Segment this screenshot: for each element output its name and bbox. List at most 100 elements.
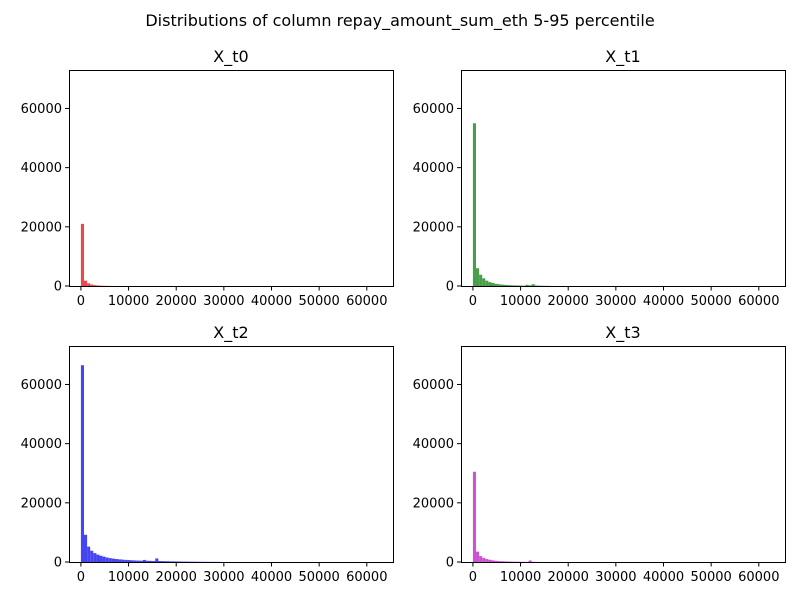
histogram-bar (84, 280, 88, 286)
x-tick-label: 50000 (690, 570, 731, 585)
histogram-bar (528, 285, 532, 286)
histogram-bar (93, 553, 97, 562)
axes-frame (461, 70, 786, 287)
x-tick-label: 10000 (500, 294, 541, 309)
histogram-bar (482, 557, 486, 562)
y-tick-label: 20000 (413, 220, 454, 235)
axes-frame (69, 70, 394, 287)
x-tick-label: 60000 (738, 294, 779, 309)
y-tick-label: 0 (54, 280, 62, 295)
x-tick-label: 60000 (346, 570, 387, 585)
histogram-bar (510, 285, 514, 286)
y-tick-label: 40000 (413, 437, 454, 452)
histogram-bar (136, 560, 140, 562)
histogram-bar (488, 559, 492, 562)
x-tick-label: 20000 (156, 294, 197, 309)
histogram-bar (503, 284, 507, 286)
x-tick-label: 10000 (500, 570, 541, 585)
histogram-bar (93, 285, 97, 286)
histogram-bar (90, 284, 94, 286)
y-tick-label: 60000 (21, 378, 62, 393)
histogram-bar (482, 278, 486, 286)
x-tick-label: 50000 (298, 294, 339, 309)
histogram-bar (80, 223, 85, 286)
subplot-title: X_t1 (605, 47, 640, 67)
histogram-bar (479, 274, 483, 286)
histogram-bar (506, 285, 511, 286)
axes-frame (69, 346, 394, 563)
histogram-bar (472, 471, 477, 562)
subplot-0: X_t0 0 10000 20000 30000 40000 50000 60000 0 2000… (21, 47, 394, 309)
x-tick-label: 40000 (251, 294, 292, 309)
y-tick-label: 20000 (413, 496, 454, 511)
histogram-bar (476, 551, 480, 562)
histogram-bar (130, 560, 134, 562)
histogram-bar (476, 268, 480, 286)
x-tick-label: 50000 (690, 294, 731, 309)
histogram-bar (108, 558, 112, 562)
x-tick-label: 0 (469, 294, 477, 309)
histogram-bar (534, 285, 538, 286)
histogram-bar (170, 561, 174, 562)
histogram-bar (158, 561, 162, 562)
histogram-bar (164, 561, 168, 562)
subplot-2: X_t2 0 10000 20000 30000 40000 50000 60000 0 2000… (21, 323, 394, 585)
histogram-bar (121, 559, 125, 562)
histogram-bar (124, 559, 128, 562)
histogram-bar (173, 561, 177, 562)
x-tick-label: 40000 (643, 570, 684, 585)
histogram-bar (133, 560, 137, 562)
histogram-bar (479, 556, 483, 562)
subplot-title: X_t2 (213, 323, 248, 343)
y-tick-label: 60000 (21, 102, 62, 117)
histogram-bar (118, 559, 122, 562)
histogram-bar (488, 282, 492, 286)
histogram-bar (84, 534, 88, 562)
x-tick-label: 30000 (595, 570, 636, 585)
histogram-bars (472, 123, 551, 286)
x-tick-label: 30000 (203, 570, 244, 585)
histogram-bar (497, 284, 501, 286)
histogram-bars (472, 471, 538, 562)
histogram-bar (111, 558, 115, 562)
y-tick-label: 40000 (21, 437, 62, 452)
y-tick-label: 0 (54, 556, 62, 571)
histogram-bar (127, 560, 131, 562)
x-tick-label: 0 (469, 570, 477, 585)
histogram-bar (176, 561, 181, 562)
histogram-bar (494, 283, 498, 286)
histogram-bar (491, 560, 495, 562)
histogram-bar (491, 283, 495, 286)
histogram-bar (500, 284, 504, 286)
subplot-1: X_t1 0 10000 20000 30000 40000 50000 60000 0 2000… (413, 47, 786, 309)
x-tick-label: 10000 (108, 570, 149, 585)
histogram-bar (90, 550, 94, 562)
histogram-bar (114, 559, 119, 562)
y-tick-label: 0 (446, 556, 454, 571)
histogram-bar (102, 556, 106, 562)
x-tick-label: 40000 (251, 570, 292, 585)
histogram-bars (80, 365, 221, 562)
x-tick-label: 60000 (738, 570, 779, 585)
y-tick-label: 60000 (413, 102, 454, 117)
histogram-bar (494, 560, 498, 562)
y-tick-label: 40000 (21, 161, 62, 176)
x-tick-label: 0 (77, 294, 85, 309)
histogram-bar (87, 546, 91, 562)
histogram-bar (500, 561, 504, 562)
y-tick-label: 40000 (413, 161, 454, 176)
histogram-bar (528, 560, 532, 562)
histogram-bar (161, 561, 165, 562)
histogram-bar (142, 559, 146, 562)
histogram-bar (87, 283, 91, 286)
x-tick-label: 30000 (595, 294, 636, 309)
x-tick-label: 20000 (156, 570, 197, 585)
histogram-bar (99, 555, 103, 562)
histogram-bar (96, 285, 100, 286)
x-tick-label: 30000 (203, 294, 244, 309)
histogram-bars (80, 223, 112, 286)
histogram-bar (513, 285, 517, 286)
histogram-bar (145, 560, 150, 562)
y-tick-label: 0 (446, 280, 454, 295)
